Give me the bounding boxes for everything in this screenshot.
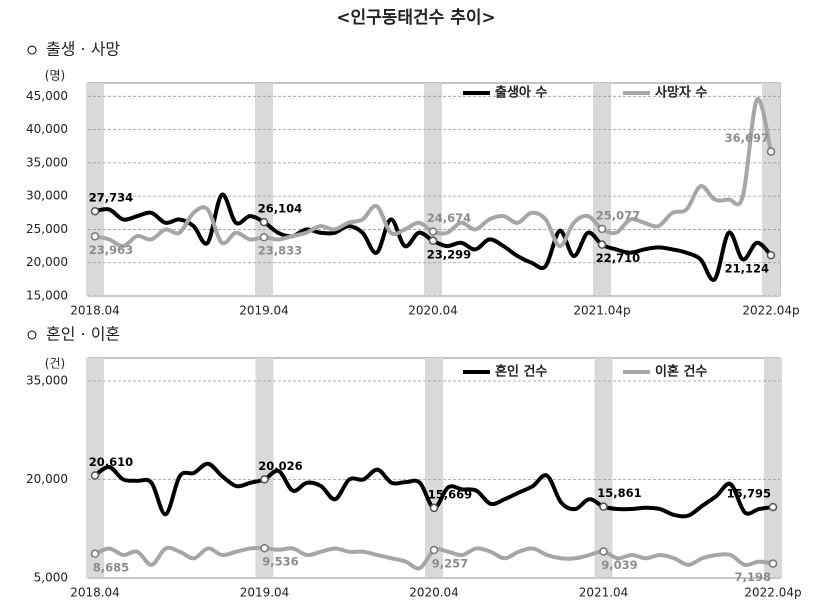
- y-tick-label: 5,000: [34, 571, 68, 585]
- value-label: 8,685: [93, 560, 129, 574]
- period-band: [255, 83, 273, 296]
- value-label: 20,026: [258, 459, 302, 473]
- period-band: [425, 358, 443, 578]
- period-band: [86, 83, 104, 296]
- point-marker: [90, 471, 100, 480]
- point-marker: [599, 502, 608, 511]
- x-tick-label: 2018.04: [70, 304, 120, 318]
- x-tick-label: 2018.04: [70, 586, 120, 600]
- point-marker: [597, 240, 607, 249]
- point-marker: [766, 250, 776, 260]
- legend-label: 출생아 수: [495, 85, 547, 101]
- value-label: 9,039: [601, 558, 637, 572]
- value-label: 15,669: [428, 487, 472, 501]
- x-tick-label: 2022.04p: [744, 586, 801, 600]
- y-tick-label: 30,000: [26, 189, 68, 203]
- section-title: 혼인 · 이혼: [46, 325, 120, 344]
- legend-label: 이혼 건수: [655, 364, 707, 380]
- value-label: 24,674: [427, 211, 471, 225]
- point-marker: [90, 549, 100, 559]
- point-marker: [90, 232, 100, 241]
- value-label: 22,710: [596, 251, 640, 265]
- value-label: 15,861: [597, 486, 641, 500]
- y-axis-unit: (건): [45, 357, 65, 371]
- point-marker: [428, 236, 438, 246]
- x-tick-label: 2022.04p: [742, 304, 799, 318]
- x-tick-label: 2020.04: [408, 304, 458, 318]
- y-tick-label: 35,000: [26, 155, 68, 169]
- x-tick-label: 2019.04: [240, 586, 290, 600]
- value-label: 7,198: [735, 570, 771, 584]
- point-marker: [259, 232, 269, 242]
- point-marker: [429, 545, 439, 555]
- section-bullet: [27, 330, 37, 340]
- point-marker: [768, 502, 778, 512]
- y-tick-label: 40,000: [26, 122, 68, 136]
- y-tick-label: 20,000: [26, 472, 68, 486]
- point-marker: [260, 543, 269, 553]
- value-label: 26,104: [258, 202, 302, 216]
- section-bullet: [27, 45, 37, 55]
- value-label: 20,610: [89, 455, 133, 469]
- point-marker: [260, 475, 269, 484]
- y-axis-unit: (명): [45, 69, 65, 83]
- value-label: 15,795: [727, 487, 771, 501]
- y-tick-label: 15,000: [26, 289, 68, 303]
- point-marker: [428, 227, 438, 236]
- value-label: 9,536: [262, 555, 298, 569]
- legend-label: 혼인 건수: [495, 364, 547, 380]
- value-label: 27,734: [89, 191, 133, 205]
- legend-label: 사망자 수: [655, 85, 707, 101]
- y-tick-label: 45,000: [26, 89, 68, 103]
- period-band: [594, 358, 613, 578]
- period-band: [764, 358, 782, 578]
- value-label: 21,124: [725, 262, 769, 276]
- y-tick-label: 20,000: [26, 255, 68, 269]
- section-title: 출생 · 사망: [46, 40, 120, 59]
- point-marker: [259, 217, 269, 227]
- x-tick-label: 2020.04: [409, 586, 459, 600]
- x-tick-label: 2021.04: [579, 586, 629, 600]
- point-marker: [766, 147, 776, 156]
- point-marker: [597, 224, 607, 234]
- value-label: 23,833: [258, 244, 302, 258]
- x-tick-label: 2021.04p: [573, 304, 630, 318]
- page-title: <인구동태건수 추이>: [336, 8, 496, 28]
- value-label: 23,963: [89, 243, 133, 257]
- period-band: [255, 358, 274, 578]
- period-band: [424, 83, 442, 296]
- y-tick-label: 35,000: [26, 373, 68, 387]
- x-tick-label: 2019.04: [239, 304, 289, 318]
- value-label: 23,299: [427, 247, 471, 261]
- point-marker: [768, 559, 778, 568]
- value-label: 25,077: [596, 208, 640, 222]
- y-tick-label: 25,000: [26, 222, 68, 236]
- value-label: 9,257: [432, 557, 468, 571]
- period-band: [86, 358, 104, 578]
- point-marker: [429, 503, 439, 513]
- point-marker: [90, 206, 100, 216]
- point-marker: [599, 547, 608, 556]
- value-label: 36,697: [725, 131, 769, 145]
